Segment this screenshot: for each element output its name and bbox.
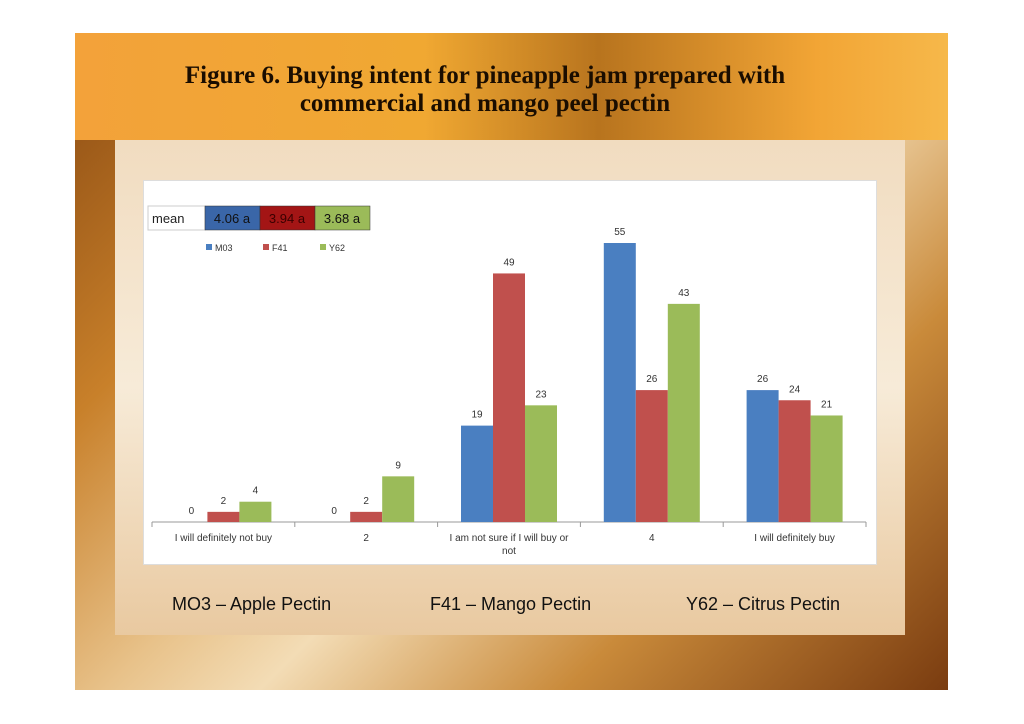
data-label: 21 bbox=[821, 399, 833, 410]
title-band bbox=[75, 33, 948, 140]
mean-value: 3.94 a bbox=[269, 211, 306, 226]
mean-value: 3.68 a bbox=[324, 211, 361, 226]
bar-m03 bbox=[746, 390, 779, 522]
data-label: 2 bbox=[221, 496, 227, 507]
mean-cell-m03 bbox=[204, 205, 261, 231]
legend-label: F41 bbox=[272, 243, 288, 253]
data-label: 23 bbox=[535, 389, 547, 400]
title-line-2: commercial and mango peel pectin bbox=[299, 90, 671, 117]
x-tick-label: 4 bbox=[649, 533, 655, 544]
bar-y62 bbox=[239, 501, 272, 522]
data-label: 26 bbox=[646, 374, 658, 385]
mean-label: mean bbox=[152, 211, 185, 226]
data-label: 19 bbox=[471, 410, 483, 421]
data-label: 24 bbox=[789, 384, 801, 395]
legend-label: Y62 bbox=[329, 243, 345, 253]
legend-swatch-f41 bbox=[263, 244, 269, 250]
data-label: 55 bbox=[614, 227, 626, 238]
legend-swatch-m03 bbox=[206, 244, 212, 250]
mean-value: 4.06 a bbox=[214, 211, 251, 226]
footnote-y62: Y62 – Citrus Pectin bbox=[686, 594, 841, 614]
footnote-m03: MO3 – Apple Pectin bbox=[172, 594, 332, 614]
bar-m03 bbox=[603, 243, 636, 522]
bar-f41 bbox=[207, 511, 240, 522]
mean-label-cell bbox=[147, 205, 206, 231]
legend-swatch-y62 bbox=[320, 244, 326, 250]
bar-y62 bbox=[382, 476, 415, 522]
x-tick-label: I am not sure if I will buy or not bbox=[450, 533, 570, 557]
mean-cell-f41 bbox=[259, 205, 316, 231]
bar-y62 bbox=[525, 405, 557, 522]
bar-f41 bbox=[778, 400, 811, 522]
data-label: 9 bbox=[395, 460, 401, 471]
legend-label: M03 bbox=[215, 243, 233, 253]
data-label: 4 bbox=[253, 486, 259, 497]
x-tick-label: I will definitely not buy bbox=[175, 533, 272, 544]
bar-f41 bbox=[635, 390, 668, 522]
data-label: 43 bbox=[678, 288, 690, 299]
data-label: 49 bbox=[503, 257, 515, 268]
title-line-1: Figure 6. Buying intent for pineapple ja… bbox=[184, 62, 786, 89]
bar-y62 bbox=[810, 415, 843, 522]
mean-cell-y62 bbox=[314, 205, 371, 231]
data-label: 0 bbox=[331, 506, 337, 517]
data-label: 2 bbox=[363, 496, 369, 507]
bar-f41 bbox=[350, 511, 383, 522]
bar-y62 bbox=[667, 303, 700, 522]
data-label: 0 bbox=[189, 506, 195, 517]
data-label: 26 bbox=[757, 374, 769, 385]
x-tick-label: 2 bbox=[363, 533, 369, 544]
bar-f41 bbox=[493, 273, 525, 522]
x-tick-label: I will definitely buy bbox=[754, 533, 835, 544]
slide-title: Figure 6. Buying intent for pineapple ja… bbox=[120, 62, 850, 118]
bar-m03 bbox=[461, 425, 493, 522]
footnote-f41: F41 – Mango Pectin bbox=[430, 594, 592, 614]
